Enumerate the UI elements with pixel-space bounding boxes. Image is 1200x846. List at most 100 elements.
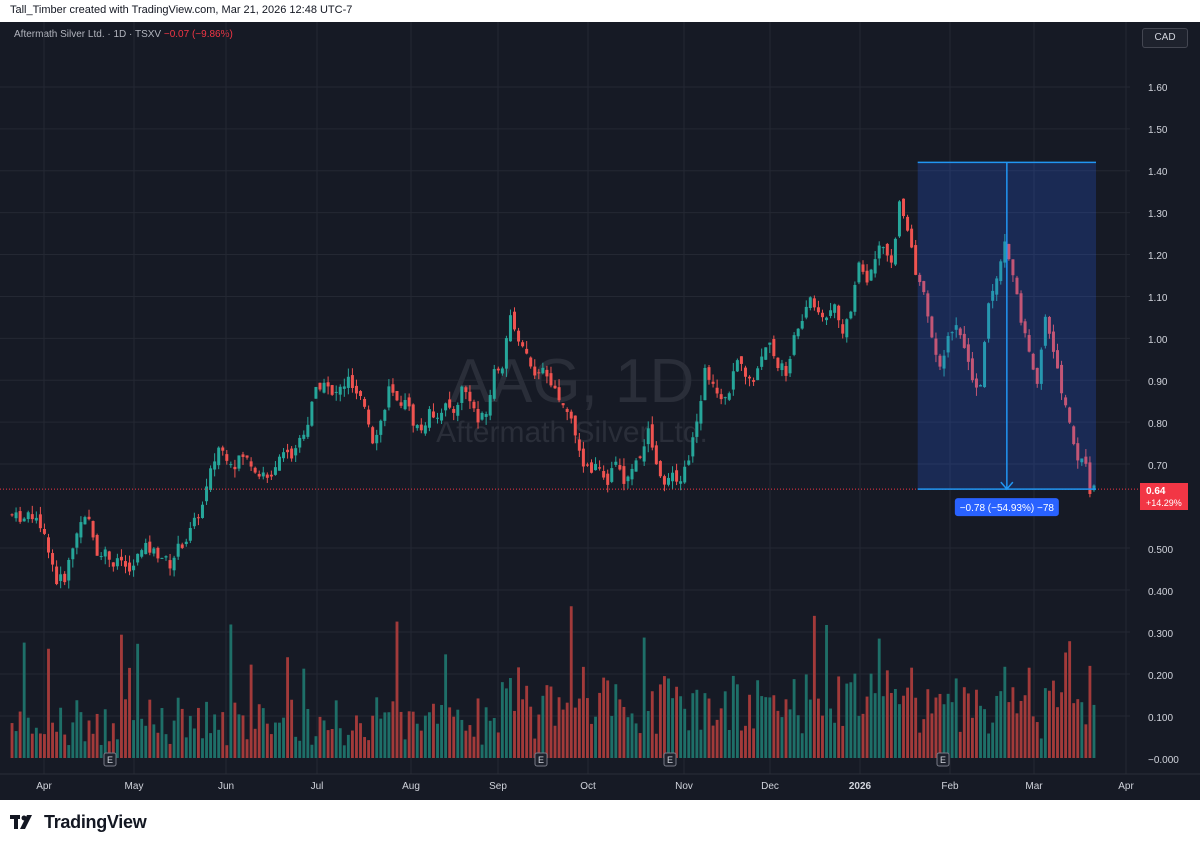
time-tick-label: Feb xyxy=(941,781,959,792)
candle-body xyxy=(1088,462,1092,494)
candle-body xyxy=(646,428,650,445)
volume-bar xyxy=(1060,692,1063,758)
candle-body xyxy=(748,376,752,379)
price-badge-bg xyxy=(1140,483,1188,510)
candle-body xyxy=(784,365,788,376)
volume-bar xyxy=(812,615,816,758)
volume-bar xyxy=(172,720,176,758)
candle-body xyxy=(581,448,585,467)
volume-bar xyxy=(221,712,225,758)
time-tick-label: Aug xyxy=(402,781,420,792)
candle-body xyxy=(128,562,132,572)
candle-body xyxy=(184,541,188,545)
candle-body xyxy=(1076,443,1080,461)
earnings-event-marker[interactable] xyxy=(103,752,117,767)
volume-bar xyxy=(922,719,926,758)
volume-bar xyxy=(152,724,156,758)
candle-body xyxy=(387,386,391,408)
candle-body xyxy=(205,486,209,502)
measure-tool[interactable]: −0.78 (−54.93%) −78 xyxy=(917,161,1096,517)
candle-body xyxy=(1072,426,1076,445)
volume-bar xyxy=(667,678,670,758)
chart-panel[interactable] xyxy=(0,22,1200,800)
candle-body xyxy=(152,548,156,554)
volume-bar xyxy=(476,698,480,758)
volume-bar xyxy=(359,723,362,758)
candle-body xyxy=(1084,456,1088,464)
earnings-event-marker[interactable] xyxy=(534,752,548,767)
volume-bar xyxy=(192,728,196,758)
candle-body xyxy=(715,387,719,394)
volume-bar xyxy=(711,725,715,758)
candle-body xyxy=(529,357,533,367)
volume-bar xyxy=(898,704,901,758)
volume-bar xyxy=(395,621,399,758)
candle-body xyxy=(233,466,237,470)
tradingview-brand: TradingView xyxy=(44,811,147,832)
volume-bar xyxy=(748,694,751,758)
candle-body xyxy=(318,382,322,390)
price-tick-label: −0.000 xyxy=(1148,755,1179,766)
volume-bar xyxy=(707,698,711,758)
candle-body xyxy=(245,455,249,458)
volume-bar xyxy=(342,745,346,758)
candle-body xyxy=(350,375,354,388)
price-chart[interactable]: AAG, 1D Aftermath Silver Ltd. −0.78 (−54… xyxy=(0,22,1200,800)
candle-body xyxy=(517,330,521,342)
volume-bar xyxy=(314,736,318,758)
candle-body xyxy=(310,401,314,426)
earnings-event-marker[interactable] xyxy=(936,752,950,767)
volume-bar xyxy=(387,712,391,758)
candle-body xyxy=(192,517,196,527)
volume-bar xyxy=(415,723,419,758)
volume-bar xyxy=(529,706,533,758)
volume-bar xyxy=(735,684,739,758)
earnings-event-marker[interactable] xyxy=(663,752,677,767)
volume-bar xyxy=(772,695,776,758)
candle-body xyxy=(172,557,176,571)
volume-bar xyxy=(699,729,703,758)
candle-body xyxy=(991,290,995,301)
candle-body xyxy=(148,541,152,553)
price-tick-label: 0.500 xyxy=(1148,545,1173,556)
volume-bar xyxy=(379,718,383,758)
price-axis[interactable]: 1.60 1.50 1.40 1.30 1.20 1.10 1.00 0.90 0.80 0.70… xyxy=(1148,83,1179,766)
candle-body xyxy=(808,297,812,309)
candle-body xyxy=(695,421,699,437)
tradingview-logo[interactable]: TradingView xyxy=(10,811,147,832)
candle-body xyxy=(111,562,115,567)
candle-body xyxy=(403,399,407,410)
candle-body xyxy=(504,338,508,369)
candle-body xyxy=(444,403,448,411)
candle-body xyxy=(452,408,456,413)
volume-bar xyxy=(857,715,861,758)
volume-bar xyxy=(606,680,610,758)
candle-body xyxy=(460,386,464,403)
volume-bar xyxy=(75,700,79,758)
candle-body xyxy=(298,437,302,448)
candle-body xyxy=(164,556,168,558)
volume-bar xyxy=(492,718,496,758)
candle-body xyxy=(375,434,379,444)
candle-body xyxy=(731,371,735,390)
volume-bar xyxy=(910,667,914,758)
volume-bar xyxy=(946,693,950,758)
time-axis[interactable]: Apr May Jun Jul Aug Sep Oct Nov Dec 2026 Feb Mar Apr xyxy=(0,773,1200,792)
candle-body xyxy=(837,305,841,321)
volume-bar xyxy=(168,743,172,758)
volume-bar xyxy=(598,692,602,758)
volume-bar xyxy=(265,723,269,758)
volume-bar xyxy=(253,728,257,758)
volume-bar xyxy=(934,697,938,758)
watermark-name: Aftermath Silver Ltd. xyxy=(436,416,708,449)
volume-bar xyxy=(1023,695,1027,758)
candle-body xyxy=(671,472,675,482)
candle-body xyxy=(606,473,610,485)
price-tick-label: 1.30 xyxy=(1148,209,1168,220)
volume-bar xyxy=(427,712,431,758)
volume-bar xyxy=(338,728,342,758)
time-tick-label: Mar xyxy=(1025,781,1043,792)
currency-button[interactable]: CAD xyxy=(1142,28,1188,48)
candle-body xyxy=(743,367,747,377)
volume-bar xyxy=(67,745,71,758)
